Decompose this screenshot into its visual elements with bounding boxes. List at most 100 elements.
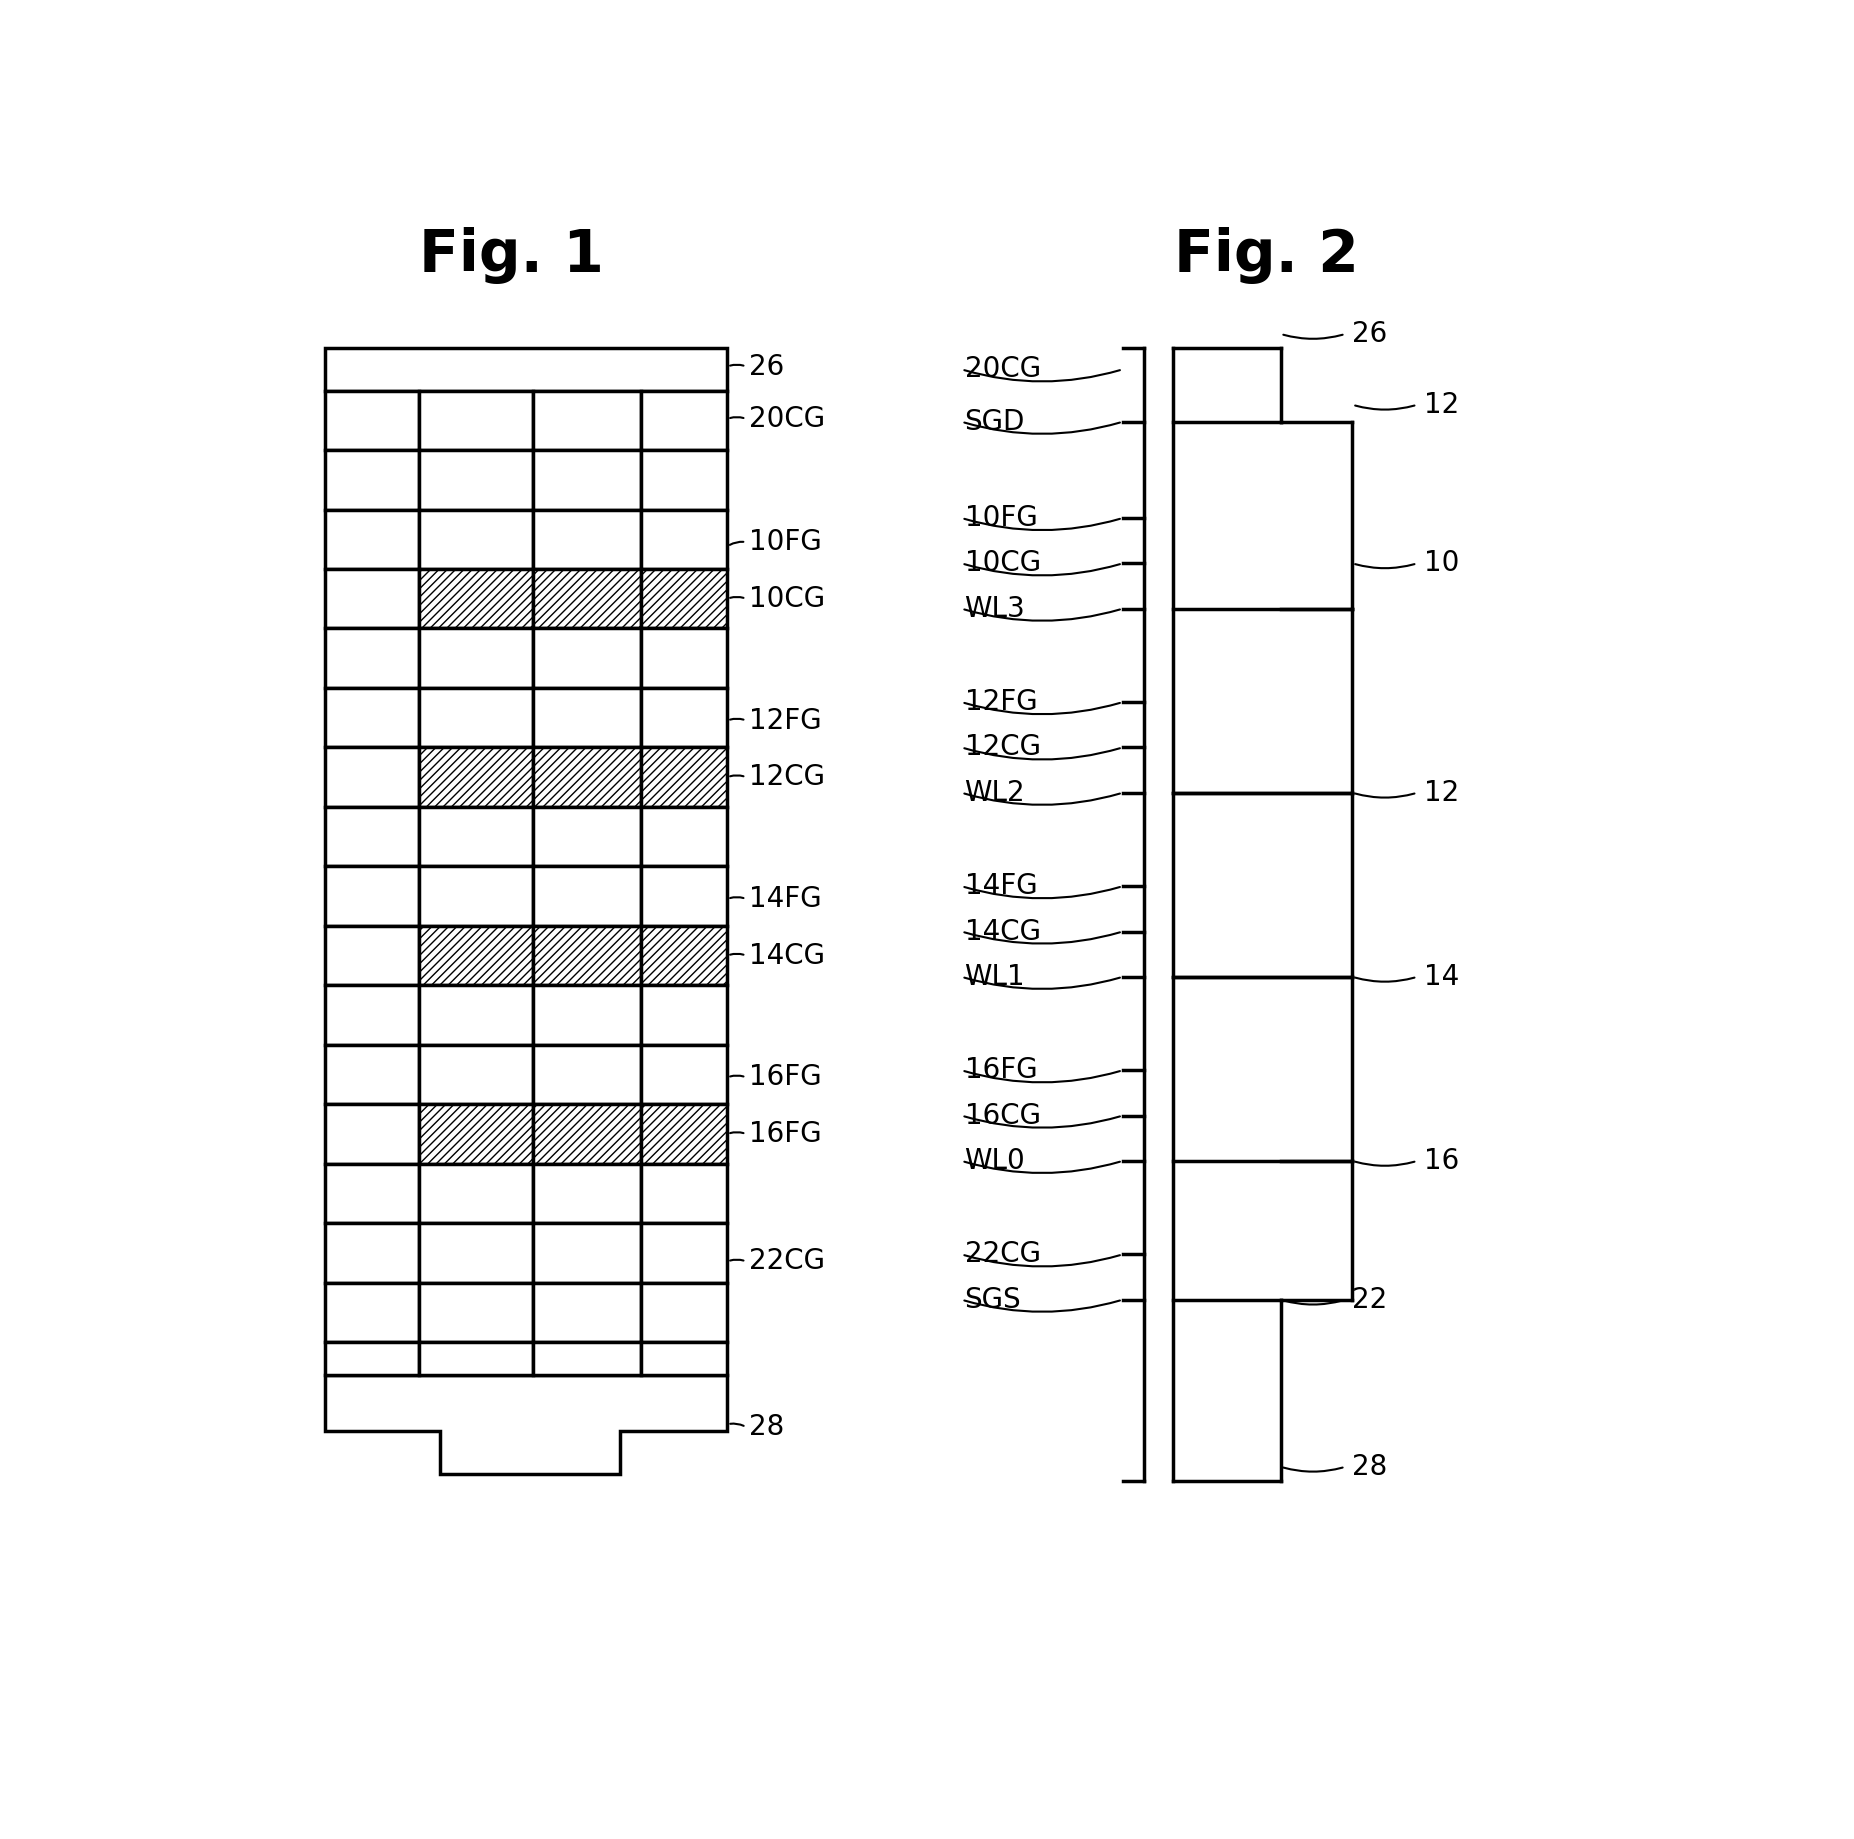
Bar	[419, 509, 534, 568]
Text: 22CG: 22CG	[964, 1239, 1040, 1269]
Bar	[641, 1284, 727, 1342]
Bar	[534, 509, 641, 568]
Bar	[641, 1164, 727, 1223]
Bar	[324, 1164, 419, 1223]
Bar	[419, 1164, 534, 1223]
Bar	[534, 807, 641, 866]
Text: 22: 22	[1353, 1285, 1389, 1313]
Text: Fig. 2: Fig. 2	[1174, 228, 1359, 285]
Bar	[419, 568, 534, 629]
Text: WL3: WL3	[964, 594, 1025, 623]
Text: 16FG: 16FG	[964, 1056, 1036, 1085]
Bar	[641, 629, 727, 688]
Bar	[324, 509, 419, 568]
Bar	[534, 568, 641, 629]
Text: 26: 26	[749, 353, 784, 381]
Bar	[534, 747, 641, 807]
Bar	[324, 1103, 419, 1164]
Text: 28: 28	[749, 1412, 784, 1442]
Bar	[641, 1045, 727, 1103]
Text: 20CG: 20CG	[749, 405, 825, 432]
Bar	[419, 866, 534, 925]
Text: 10FG: 10FG	[964, 504, 1036, 531]
Text: 22CG: 22CG	[749, 1247, 825, 1276]
Bar	[324, 568, 419, 629]
Text: 10FG: 10FG	[749, 528, 821, 555]
Bar	[534, 390, 641, 451]
Text: SGD: SGD	[964, 408, 1025, 436]
Bar	[641, 390, 727, 451]
Bar	[534, 1103, 641, 1164]
Text: WL0: WL0	[964, 1148, 1025, 1175]
Bar	[534, 688, 641, 747]
Bar	[641, 568, 727, 629]
Bar	[419, 451, 534, 509]
Bar	[641, 1223, 727, 1284]
Bar	[324, 866, 419, 925]
Bar	[419, 807, 534, 866]
Text: 16CG: 16CG	[964, 1102, 1040, 1129]
Bar	[324, 747, 419, 807]
Bar	[419, 1284, 534, 1342]
Text: SGS: SGS	[964, 1285, 1022, 1313]
Bar	[641, 451, 727, 509]
Bar	[641, 866, 727, 925]
Text: 14CG: 14CG	[749, 942, 825, 969]
Bar	[534, 1284, 641, 1342]
Bar	[534, 925, 641, 986]
Bar	[324, 1284, 419, 1342]
Text: 12CG: 12CG	[749, 763, 825, 791]
Text: 12CG: 12CG	[964, 734, 1040, 761]
Bar	[534, 1342, 641, 1376]
Text: Fig. 1: Fig. 1	[419, 228, 604, 285]
Text: 12FG: 12FG	[749, 706, 821, 734]
Bar	[324, 986, 419, 1045]
Bar	[534, 451, 641, 509]
Bar	[419, 747, 534, 807]
Text: 12: 12	[1424, 390, 1459, 419]
Bar	[419, 1045, 534, 1103]
Text: 16FG: 16FG	[749, 1063, 821, 1091]
Bar	[419, 688, 534, 747]
Bar	[324, 688, 419, 747]
Bar	[534, 866, 641, 925]
Bar	[419, 390, 534, 451]
Bar	[324, 629, 419, 688]
Bar	[641, 688, 727, 747]
Bar	[641, 747, 727, 807]
Text: 14FG: 14FG	[964, 872, 1036, 901]
Bar	[534, 986, 641, 1045]
Text: 10: 10	[1424, 550, 1459, 577]
Text: WL1: WL1	[964, 964, 1025, 991]
Text: 20CG: 20CG	[964, 355, 1040, 383]
Polygon shape	[324, 1376, 727, 1473]
Bar	[324, 451, 419, 509]
Bar	[419, 986, 534, 1045]
Bar	[324, 1045, 419, 1103]
Bar	[534, 1045, 641, 1103]
Bar	[324, 925, 419, 986]
Bar	[534, 1164, 641, 1223]
Bar	[324, 1342, 419, 1376]
Bar	[641, 1342, 727, 1376]
Text: 14FG: 14FG	[749, 885, 821, 912]
Text: 16FG: 16FG	[749, 1120, 821, 1148]
Bar	[641, 807, 727, 866]
Bar	[419, 629, 534, 688]
Bar	[641, 509, 727, 568]
Text: 12FG: 12FG	[964, 688, 1036, 715]
Text: 16: 16	[1424, 1148, 1459, 1175]
Bar	[324, 390, 419, 451]
Text: 26: 26	[1353, 320, 1389, 348]
Bar	[324, 807, 419, 866]
Bar	[419, 925, 534, 986]
Polygon shape	[324, 348, 727, 390]
Bar	[419, 1223, 534, 1284]
Text: 10CG: 10CG	[749, 585, 825, 612]
Bar	[419, 1103, 534, 1164]
Bar	[641, 1103, 727, 1164]
Text: WL2: WL2	[964, 778, 1025, 807]
Bar	[534, 629, 641, 688]
Text: 14: 14	[1424, 964, 1459, 991]
Bar	[419, 1342, 534, 1376]
